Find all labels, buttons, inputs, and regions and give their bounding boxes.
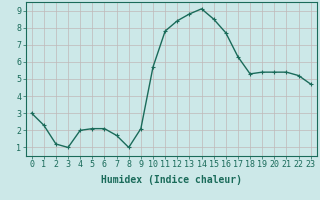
X-axis label: Humidex (Indice chaleur): Humidex (Indice chaleur) xyxy=(101,175,242,185)
